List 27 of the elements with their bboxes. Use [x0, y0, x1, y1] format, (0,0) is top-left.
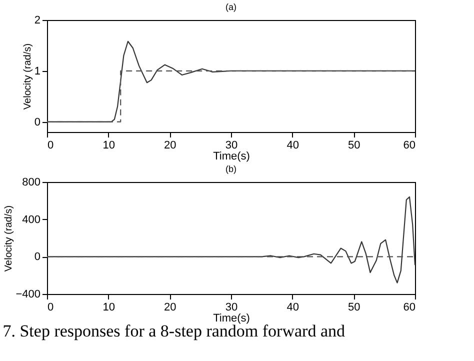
x-tick-label: 50 — [348, 302, 360, 314]
x-tick-label: 50 — [348, 140, 360, 152]
x-tick-label: 10 — [102, 302, 115, 314]
y-tick-label: 2 — [34, 14, 40, 26]
y-tick-label: 800 — [22, 176, 40, 188]
chart-title: (a) — [226, 2, 236, 12]
x-tick-label: 40 — [286, 140, 299, 152]
chart-title: (b) — [226, 164, 236, 174]
x-axis-title: Time(s) — [213, 150, 250, 162]
x-tick-label: 60 — [403, 302, 416, 314]
y-axis-title: Velocity (rad/s) — [4, 205, 15, 272]
x-tick-label: 20 — [164, 302, 176, 314]
y-tick-label: 1 — [34, 65, 40, 78]
x-tick-label: 30 — [225, 140, 238, 152]
x-tick-label: 10 — [102, 140, 115, 152]
y-tick-label: 0 — [34, 251, 40, 264]
x-tick-label: 40 — [286, 302, 299, 314]
x-tick-label: 20 — [164, 140, 176, 152]
x-tick-label: 0 — [48, 140, 54, 152]
y-axis-title: Velocity (rad/s) — [22, 43, 34, 110]
y-tick-label: 0 — [34, 116, 40, 128]
x-tick-label: 30 — [225, 302, 238, 314]
y-tick-label: 400 — [22, 214, 40, 226]
x-axis-title: Time(s) — [213, 312, 250, 324]
x-tick-label: 60 — [403, 140, 416, 152]
y-tick-label: −400 — [16, 288, 40, 300]
x-tick-label: 0 — [48, 302, 54, 314]
